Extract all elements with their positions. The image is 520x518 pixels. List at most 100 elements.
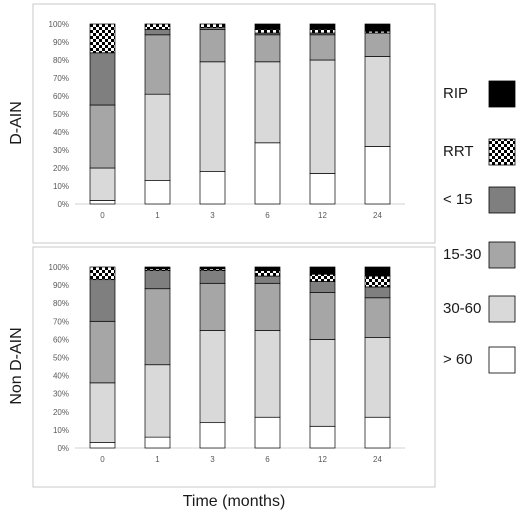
bar-segment bbox=[254, 142, 281, 205]
bar-segment bbox=[89, 200, 116, 205]
bar-segment bbox=[364, 146, 391, 205]
bar-segment bbox=[144, 29, 171, 36]
x-tick-label: 12 bbox=[318, 455, 327, 464]
legend-swatch bbox=[488, 80, 516, 108]
legend-swatch bbox=[488, 186, 516, 214]
bar-segment bbox=[364, 416, 391, 449]
bar-segment bbox=[364, 286, 391, 299]
y-tick-label: 50% bbox=[53, 110, 69, 119]
y-tick-label: 30% bbox=[53, 390, 69, 399]
y-tick-label: 0% bbox=[57, 444, 69, 453]
bar-segment bbox=[254, 270, 281, 277]
bar-segment bbox=[254, 330, 281, 418]
bar-segment bbox=[199, 422, 226, 449]
x-axis-title: Time (months) bbox=[183, 493, 286, 510]
bar-segment bbox=[309, 59, 336, 174]
bar-segment bbox=[144, 266, 171, 270]
y-tick-label: 20% bbox=[53, 164, 69, 173]
bar-segment bbox=[144, 436, 171, 449]
legend-label: 30-60 bbox=[443, 300, 481, 317]
bar-segment bbox=[89, 382, 116, 443]
x-tick-label: 0 bbox=[100, 455, 105, 464]
bar-segment bbox=[309, 23, 336, 30]
facet-label-top: D-AIN bbox=[8, 101, 25, 145]
bar-segment bbox=[89, 320, 116, 384]
bar-segment bbox=[364, 32, 391, 57]
bar-segment bbox=[89, 23, 116, 54]
legend-label: RRT bbox=[443, 143, 474, 160]
bar-segment bbox=[364, 23, 391, 32]
legend-label: < 15 bbox=[443, 191, 473, 208]
y-tick-label: 90% bbox=[53, 38, 69, 47]
bar-segment bbox=[199, 330, 226, 424]
bar-segment bbox=[144, 180, 171, 205]
bar-segment bbox=[144, 23, 171, 30]
bar-segment bbox=[254, 266, 281, 271]
legend-swatch bbox=[488, 346, 516, 374]
bar-segment bbox=[89, 167, 116, 201]
x-tick-label: 1 bbox=[155, 211, 160, 220]
x-tick-label: 1 bbox=[155, 455, 160, 464]
y-tick-label: 40% bbox=[53, 128, 69, 137]
y-tick-label: 90% bbox=[53, 281, 69, 290]
y-tick-label: 80% bbox=[53, 299, 69, 308]
x-tick-label: 24 bbox=[373, 455, 382, 464]
y-tick-label: 0% bbox=[57, 200, 69, 209]
facet-label-bottom: Non D-AIN bbox=[8, 327, 25, 404]
bar-segment bbox=[199, 282, 226, 331]
bar-segment bbox=[254, 416, 281, 449]
legend-swatch bbox=[488, 241, 516, 269]
x-tick-label: 3 bbox=[210, 211, 215, 220]
bar-segment bbox=[364, 266, 391, 277]
legend-swatch bbox=[488, 138, 516, 166]
bar-segment bbox=[199, 266, 226, 270]
legend: RIP RRT < 15 15-30 30-60 > 60 bbox=[443, 80, 516, 374]
bar-segment bbox=[254, 275, 281, 284]
bar-segment bbox=[199, 270, 226, 284]
y-tick-label: 20% bbox=[53, 408, 69, 417]
bar-segment bbox=[309, 266, 336, 275]
bar-segment bbox=[89, 279, 116, 322]
bar-segment bbox=[254, 61, 281, 144]
x-tick-label: 0 bbox=[100, 211, 105, 220]
y-tick-label: 10% bbox=[53, 426, 69, 435]
x-tick-label: 24 bbox=[373, 211, 382, 220]
chart-panel-non-d-ain: 0% 10% 20% 30% 40% 50% 60% 70% 80% 90% 100% 0 1 3 6 12 2… bbox=[49, 263, 405, 464]
bar-segment bbox=[254, 23, 281, 30]
bar-segment bbox=[144, 288, 171, 366]
bar-segment bbox=[309, 281, 336, 293]
bar-segment bbox=[254, 282, 281, 331]
legend-label: > 60 bbox=[443, 351, 473, 368]
legend-label: 15-30 bbox=[443, 246, 481, 263]
y-tick-label: 50% bbox=[53, 354, 69, 363]
y-tick-label: 10% bbox=[53, 182, 69, 191]
bar-segment bbox=[144, 270, 171, 290]
bar-segment bbox=[89, 52, 116, 106]
y-tick-label: 100% bbox=[49, 20, 69, 29]
y-tick-label: 60% bbox=[53, 335, 69, 344]
x-tick-label: 12 bbox=[318, 211, 327, 220]
bar-segment bbox=[309, 173, 336, 205]
bar-segment bbox=[254, 29, 281, 34]
bar-segment bbox=[199, 23, 226, 28]
y-tick-label: 100% bbox=[49, 263, 69, 272]
y-tick-label: 70% bbox=[53, 317, 69, 326]
x-tick-label: 6 bbox=[265, 211, 270, 220]
x-tick-label: 6 bbox=[265, 455, 270, 464]
y-tick-label: 80% bbox=[53, 56, 69, 65]
bar-segment bbox=[309, 425, 336, 449]
bar-segment bbox=[144, 364, 171, 438]
legend-swatch bbox=[488, 295, 516, 323]
bar-segment bbox=[309, 34, 336, 61]
bar-segment bbox=[309, 273, 336, 282]
bar-segment bbox=[309, 291, 336, 340]
bar-segment bbox=[364, 275, 391, 288]
bar-segment bbox=[89, 266, 116, 281]
bar-segment bbox=[364, 297, 391, 338]
bar-segment bbox=[199, 29, 226, 63]
y-tick-label: 70% bbox=[53, 74, 69, 83]
bar-segment bbox=[144, 34, 171, 95]
y-tick-label: 40% bbox=[53, 372, 69, 381]
bar-segment bbox=[254, 34, 281, 63]
